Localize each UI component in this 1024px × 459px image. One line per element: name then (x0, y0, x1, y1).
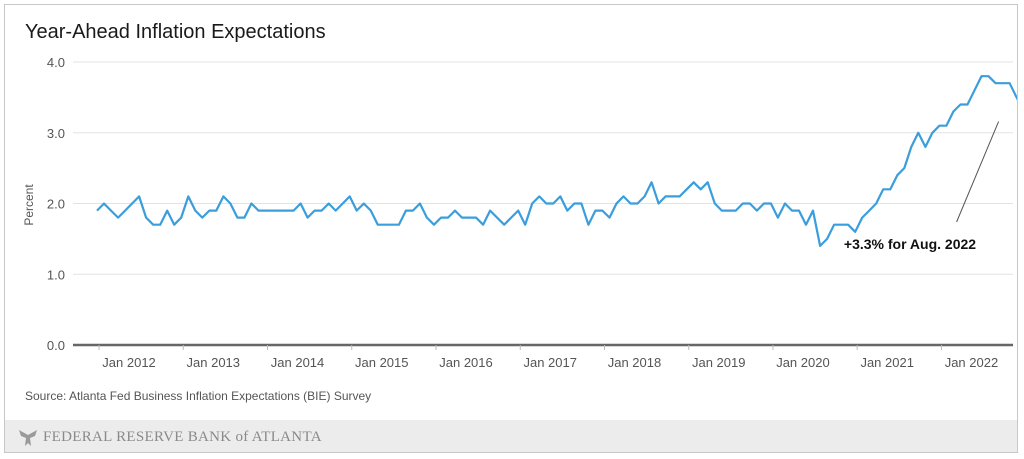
x-tick-label: Jan 2015 (355, 355, 409, 370)
chart-title: Year-Ahead Inflation Expectations (25, 21, 326, 43)
y-tick-label: 1.0 (47, 267, 65, 282)
x-tick-label: Jan 2018 (608, 355, 662, 370)
x-tick-label: Jan 2020 (776, 355, 830, 370)
annotation-leader-line (956, 121, 1000, 223)
x-tick-label: Jan 2013 (187, 355, 241, 370)
y-tick-label: 2.0 (47, 197, 65, 212)
x-tick-label: Jan 2012 (102, 355, 156, 370)
y-axis-label: Percent (22, 184, 36, 226)
y-tick-label: 0.0 (47, 338, 65, 353)
line-chart: 0.0 1.0 2.0 3.0 4.0 Percent Jan 2012 Jan 2013 Ja… (22, 55, 1017, 370)
eagle-logo-icon (19, 430, 37, 446)
chart-source: Source: Atlanta Fed Business Inflation E… (25, 389, 372, 403)
x-tick-label: Jan 2016 (439, 355, 493, 370)
chart-frame: Year-Ahead Inflation Expectations 0.0 1.0… (4, 4, 1018, 453)
x-tick-label: Jan 2022 (945, 355, 999, 370)
footer-bar: FEDERAL RESERVE BANK of ATLANTA (5, 420, 1017, 452)
x-tick-label: Jan 2021 (860, 355, 914, 370)
x-tick-label: Jan 2014 (271, 355, 325, 370)
x-tick-label: Jan 2017 (523, 355, 577, 370)
footer-logo-text: FEDERAL RESERVE BANK of ATLANTA (43, 429, 322, 445)
x-tick-label: Jan 2019 (692, 355, 746, 370)
y-tick-label: 3.0 (47, 126, 65, 141)
annotation-label: +3.3% for Aug. 2022 (844, 236, 976, 252)
series-line (96, 75, 1017, 247)
y-tick-label: 4.0 (47, 55, 65, 70)
